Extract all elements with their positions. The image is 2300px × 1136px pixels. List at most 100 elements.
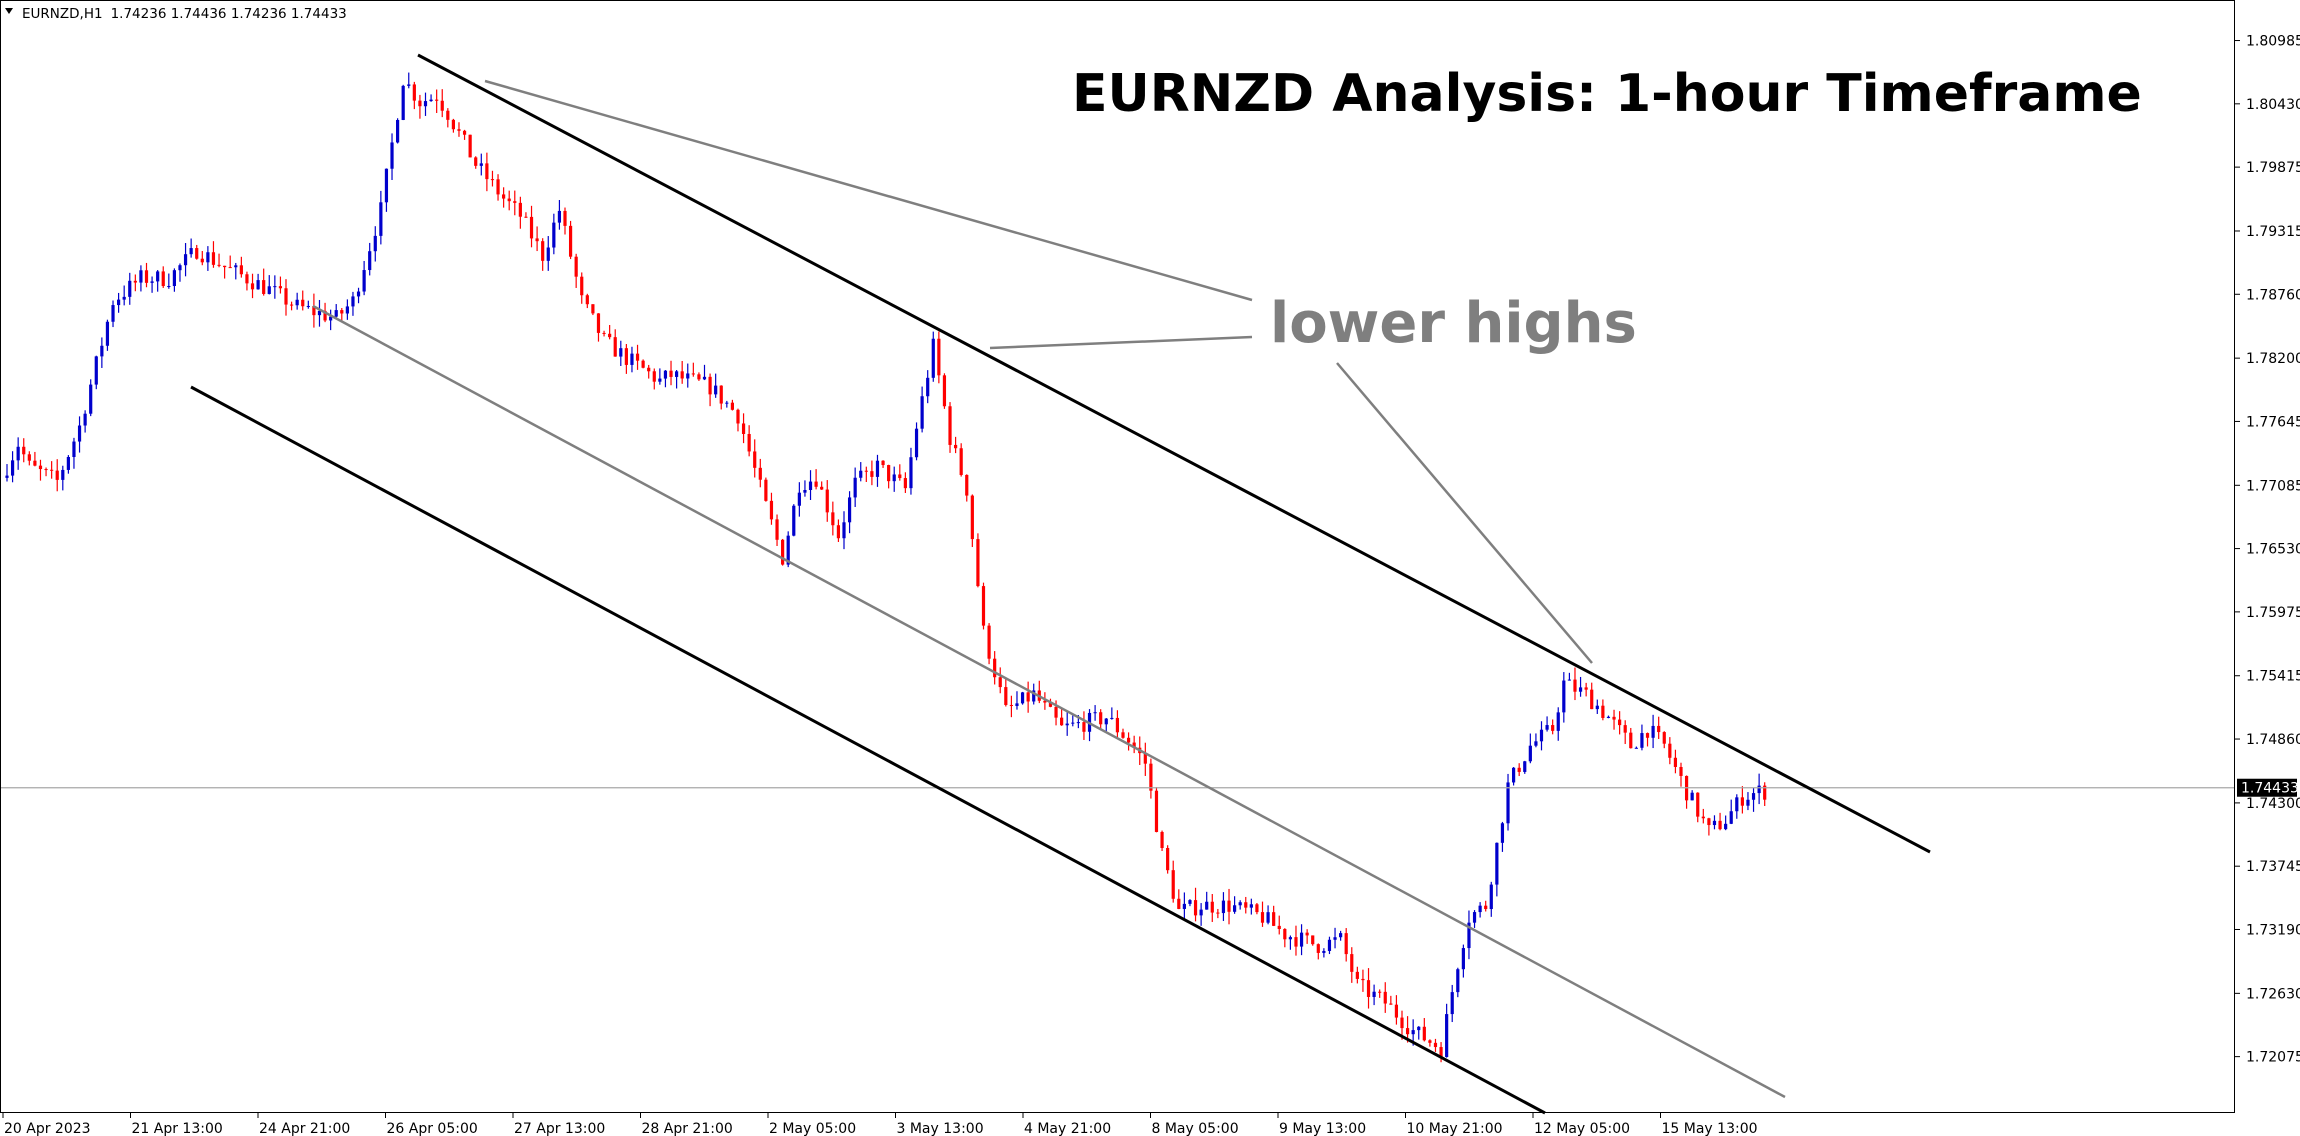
y-tick-label: 1.73745: [2246, 859, 2300, 875]
candle: [234, 262, 238, 280]
candle: [1673, 749, 1678, 774]
candle: [50, 461, 54, 479]
candle: [702, 364, 707, 381]
candle: [44, 467, 48, 477]
candle: [1562, 672, 1566, 723]
candle: [474, 156, 478, 169]
symbol-header: EURNZD,H1 1.74236 1.74436 1.74236 1.74433: [22, 6, 347, 22]
candle: [1545, 716, 1549, 732]
candle: [1484, 900, 1488, 912]
candle: [708, 373, 712, 407]
candle: [446, 108, 450, 128]
x-tick-label: 4 May 21:00: [1024, 1121, 1111, 1136]
candle: [368, 242, 372, 276]
candle: [535, 226, 539, 252]
candle: [33, 451, 37, 467]
candle: [881, 460, 885, 468]
candle: [1026, 681, 1030, 713]
candle: [83, 410, 87, 433]
candle: [1216, 908, 1220, 919]
candle: [557, 199, 562, 230]
candle: [211, 241, 216, 268]
candle: [1227, 888, 1231, 925]
candle: [1417, 1026, 1421, 1040]
candle: [1182, 892, 1186, 919]
candle: [1093, 705, 1097, 721]
candle: [747, 425, 751, 457]
candle: [250, 273, 255, 299]
candle: [1082, 711, 1086, 740]
candle: [524, 212, 528, 218]
candle: [228, 255, 232, 269]
candle: [457, 122, 461, 137]
candle: [769, 492, 774, 525]
candle: [1389, 995, 1393, 1005]
candle: [72, 437, 76, 469]
candle: [808, 470, 813, 500]
candle: [1193, 887, 1198, 922]
candle: [675, 370, 679, 389]
x-tick-label: 2 May 05:00: [769, 1121, 856, 1136]
candle: [663, 370, 668, 388]
candle: [1606, 715, 1611, 719]
y-tick-label: 1.77085: [2246, 478, 2300, 494]
candle: [306, 300, 310, 309]
candle: [965, 474, 969, 502]
candle: [490, 170, 495, 187]
candle: [256, 273, 260, 290]
candle: [926, 370, 930, 404]
candle: [1121, 728, 1125, 739]
candle: [1634, 746, 1638, 749]
candle: [630, 346, 634, 373]
y-tick-label: 1.78200: [2246, 351, 2300, 367]
annotation-lower-highs: lower highs: [1270, 291, 1637, 356]
x-tick-label: 8 May 05:00: [1152, 1121, 1239, 1136]
candle: [1735, 794, 1739, 819]
candle: [122, 285, 126, 306]
candle: [89, 379, 93, 417]
y-tick-label: 1.78760: [2246, 287, 2300, 303]
candle: [485, 152, 489, 192]
candle: [223, 265, 227, 279]
candle: [1495, 842, 1499, 897]
candle: [730, 399, 734, 411]
candle: [301, 290, 305, 311]
pointer-line-3: [1336, 362, 1593, 664]
candle: [563, 207, 567, 235]
candle: [714, 373, 718, 398]
candle: [624, 344, 628, 374]
candle: [1618, 711, 1622, 735]
candle: [1143, 742, 1147, 776]
candle: [161, 266, 165, 288]
candle: [820, 481, 824, 490]
candle: [998, 667, 1002, 694]
candle: [976, 533, 980, 588]
pointer-line-2: [989, 335, 1253, 350]
menu-triangle-icon[interactable]: [5, 8, 13, 14]
candle: [1210, 894, 1214, 922]
candle: [797, 482, 801, 517]
candle: [903, 472, 907, 493]
candle: [781, 538, 785, 566]
candle: [1506, 773, 1510, 831]
candle: [1149, 758, 1153, 799]
candle: [189, 238, 193, 258]
candle: [1260, 901, 1265, 927]
candle: [340, 308, 344, 322]
x-tick-label: 24 Apr 21:00: [259, 1121, 350, 1136]
candle: [613, 329, 617, 357]
candle: [1534, 733, 1538, 748]
candle: [479, 153, 483, 176]
candle: [1043, 692, 1047, 710]
y-tick-label: 1.79875: [2246, 160, 2300, 176]
candle: [267, 275, 271, 295]
candle: [1450, 984, 1454, 1023]
x-tick-label: 10 May 21:00: [1407, 1121, 1503, 1136]
candle: [1701, 808, 1705, 824]
candle: [356, 287, 361, 304]
candle: [183, 243, 188, 277]
candle: [1551, 719, 1555, 735]
x-tick-label: 28 Apr 21:00: [642, 1121, 733, 1136]
candle: [1015, 691, 1019, 710]
candle: [451, 118, 455, 133]
